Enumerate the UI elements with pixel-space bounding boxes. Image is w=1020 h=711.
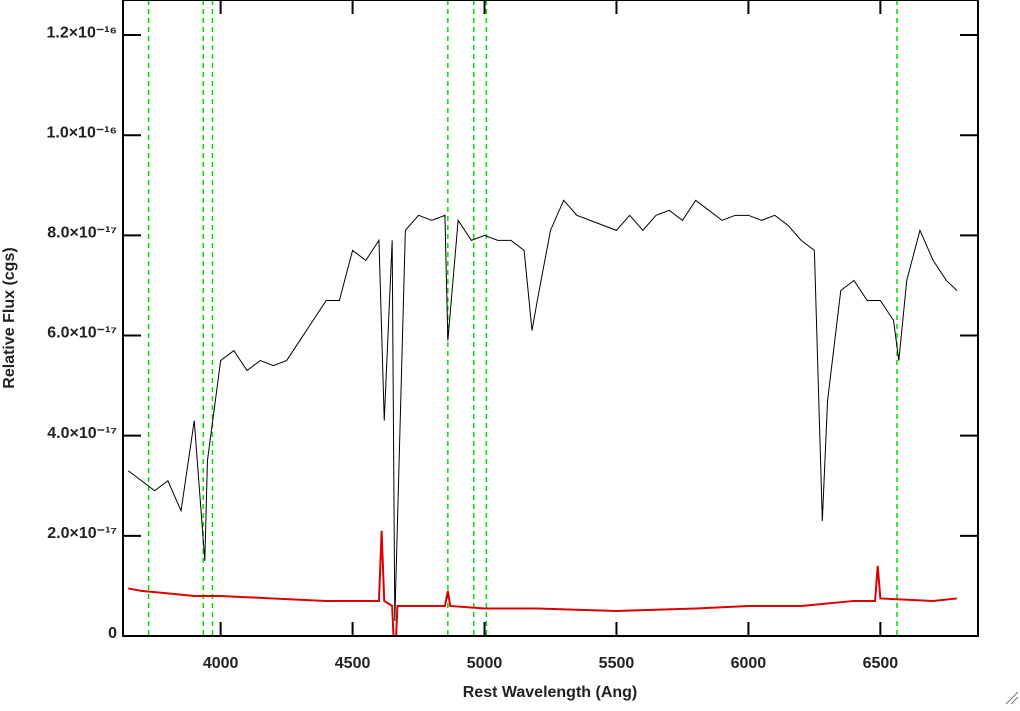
y-tick-label: 2.0×10⁻¹⁷ <box>47 525 117 542</box>
x-tick-label: 4500 <box>335 655 371 672</box>
x-tick-label: 5500 <box>599 655 635 672</box>
y-tick-label: 6.0×10⁻¹⁷ <box>47 325 117 342</box>
y-tick-label: 8.0×10⁻¹⁷ <box>47 225 117 242</box>
y-tick-label: 4.0×10⁻¹⁷ <box>47 425 117 442</box>
plot-frame <box>122 0 979 637</box>
resize-grip <box>1005 691 1019 705</box>
x-tick-label: 4000 <box>203 655 239 672</box>
y-axis-label: Relative Flux (cgs) <box>1 247 18 388</box>
x-tick-label: 5000 <box>467 655 503 672</box>
y-tick-label: 0 <box>108 625 117 642</box>
x-tick-label: 6500 <box>863 655 899 672</box>
x-tick-label: 6000 <box>731 655 767 672</box>
spectrum-line <box>127 199 958 621</box>
spectrum-line <box>128 530 957 636</box>
y-tick-label: 1.0×10⁻¹⁶ <box>46 124 117 141</box>
plot-area <box>127 0 958 636</box>
x-axis-label: Rest Wavelength (Ang) <box>463 684 638 701</box>
y-tick-label: 1.2×10⁻¹⁶ <box>46 24 117 41</box>
